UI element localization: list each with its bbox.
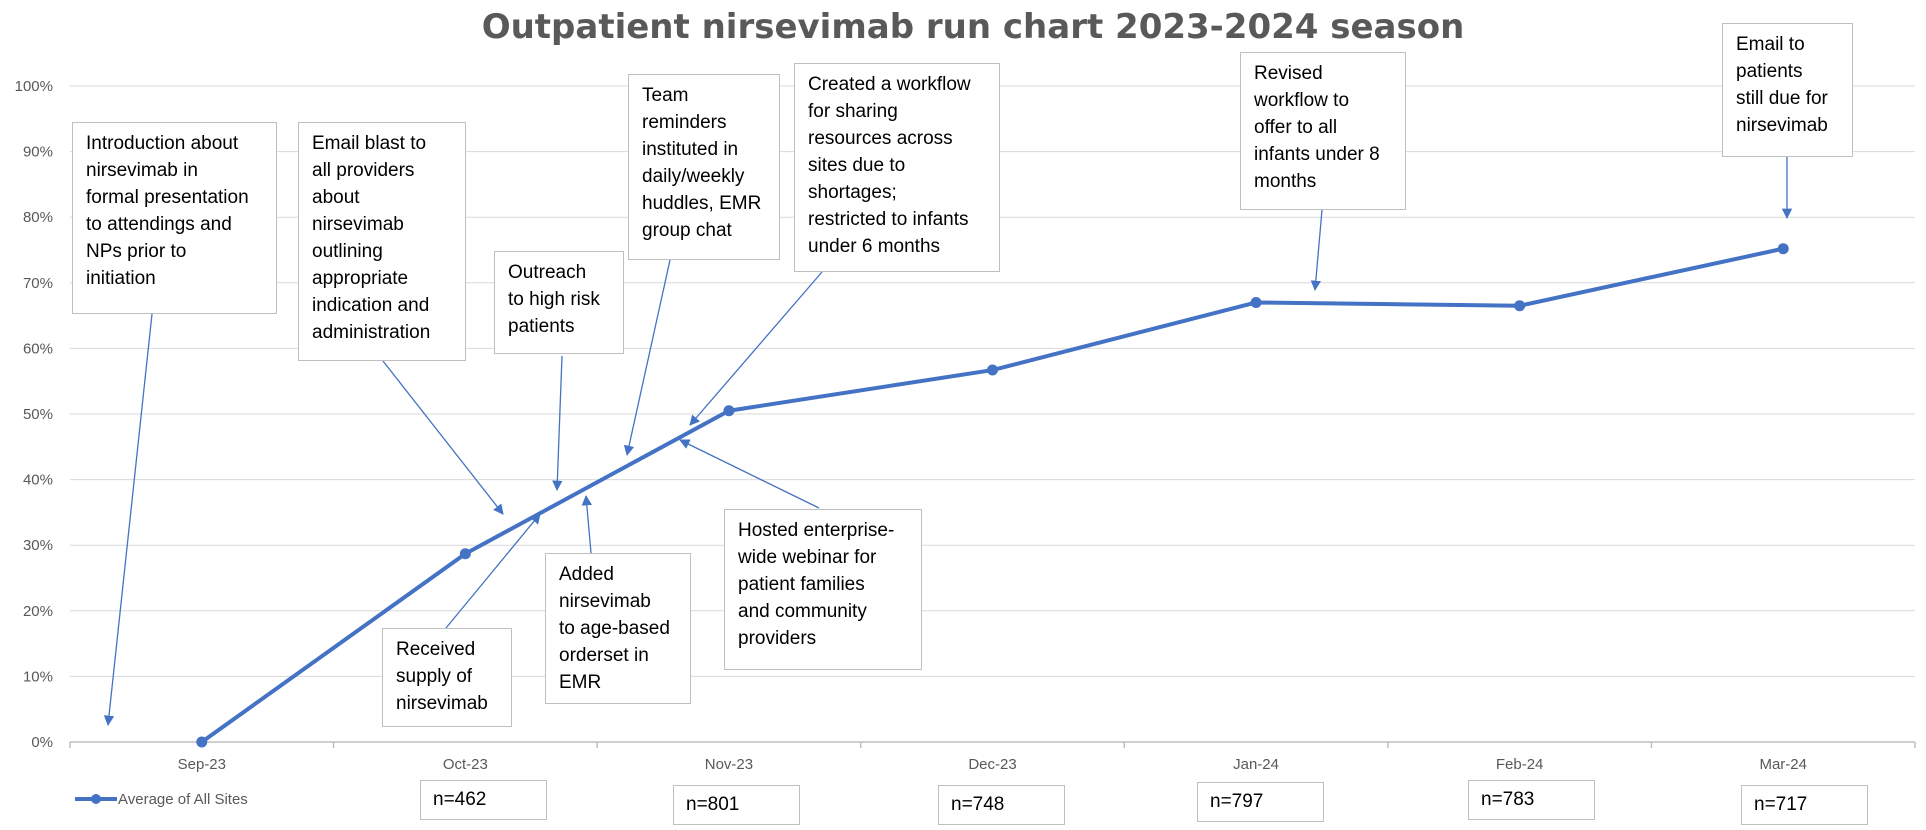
- y-tick-label: 50%: [23, 406, 53, 423]
- x-tick-label: Mar-24: [1759, 756, 1807, 773]
- x-tick-label: Nov-23: [705, 756, 753, 773]
- data-point: [987, 364, 998, 376]
- annotation-received-supply: Received supply of nirsevimab: [382, 628, 512, 727]
- y-tick-label: 60%: [23, 340, 53, 357]
- annotation-arrow: [103, 313, 153, 727]
- y-tick-label: 0%: [31, 734, 53, 751]
- y-tick-label: 10%: [23, 668, 53, 685]
- data-point: [1514, 300, 1526, 312]
- data-point: [196, 736, 208, 748]
- x-tick-label: Feb-24: [1496, 756, 1544, 773]
- annotation-arrow: [1310, 209, 1323, 292]
- y-tick-label: 20%: [23, 603, 53, 620]
- annotation-arrow: [445, 513, 541, 629]
- sample-size-dec-23: n=748: [938, 785, 1065, 825]
- y-tick-label: 100%: [15, 78, 53, 95]
- annotation-intro: Introduction about nirsevimab in formal …: [72, 122, 277, 314]
- sample-size-oct-23: n=462: [420, 780, 547, 820]
- sample-size-mar-24: n=717: [1741, 785, 1868, 825]
- sample-size-jan-24: n=797: [1197, 782, 1324, 822]
- x-tick-label: Jan-24: [1233, 756, 1279, 773]
- annotation-arrow: [581, 494, 592, 554]
- annotation-revised-workflow: Revised workflow to offer to all infants…: [1240, 52, 1406, 210]
- x-tick-label: Dec-23: [968, 756, 1016, 773]
- annotation-arrow: [552, 355, 563, 492]
- annotation-arrow: [679, 439, 820, 509]
- annotation-outreach: Outreach to high risk patients: [494, 251, 624, 354]
- y-tick-label: 80%: [23, 209, 53, 226]
- annotation-email-blast: Email blast to all providers about nirse…: [298, 122, 466, 361]
- series-average-of-all-sites: [196, 243, 1789, 748]
- sample-size-feb-24: n=783: [1468, 780, 1595, 820]
- annotation-webinar: Hosted enterprise- wide webinar for pati…: [724, 509, 922, 670]
- x-tick-label: Sep-23: [178, 756, 226, 773]
- chart-title: Outpatient nirsevimab run chart 2023-202…: [482, 7, 1465, 47]
- x-axis: Sep-23 Oct-23 Nov-23 Dec-23 Jan-24 Feb-24 Mar-…: [69, 741, 1916, 773]
- y-axis-ticks: 0% 10% 20% 30% 40% 50% 60% 70% 80% 90% 100%: [15, 78, 53, 751]
- data-point: [459, 548, 471, 560]
- legend-label: Average of All Sites: [118, 791, 248, 808]
- annotation-arrow: [382, 360, 504, 515]
- data-point: [1250, 296, 1262, 308]
- data-point: [1777, 243, 1789, 255]
- sample-size-nov-23: n=801: [673, 785, 800, 825]
- y-tick-label: 40%: [23, 472, 53, 489]
- legend-marker-swatch: [91, 794, 101, 804]
- annotation-arrow: [623, 259, 671, 457]
- annotation-email-patients: Email to patients still due for nirsevim…: [1722, 23, 1853, 157]
- annotation-orderset: Added nirsevimab to age-based orderset i…: [545, 553, 691, 704]
- annotation-workflow: Created a workflow for sharing resources…: [794, 63, 1000, 272]
- annotation-arrows: [103, 157, 1793, 727]
- data-point: [723, 405, 735, 417]
- y-tick-label: 70%: [23, 275, 53, 292]
- annotation-team-reminders: Team reminders instituted in daily/weekl…: [628, 74, 780, 260]
- x-tick-label: Oct-23: [443, 756, 488, 773]
- legend: Average of All Sites: [75, 791, 248, 808]
- y-tick-label: 90%: [23, 144, 53, 161]
- annotation-arrow: [689, 271, 823, 426]
- y-tick-label: 30%: [23, 537, 53, 554]
